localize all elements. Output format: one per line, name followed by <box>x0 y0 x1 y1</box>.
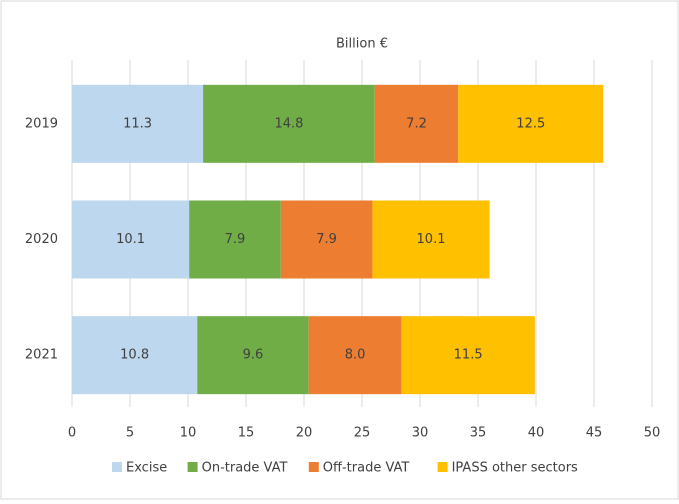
bar-segment <box>197 316 309 395</box>
legend-swatch <box>112 462 122 472</box>
y-tick-label: 2020 <box>25 232 58 247</box>
bar-segment <box>72 316 198 395</box>
x-tick-label: 15 <box>238 426 255 441</box>
data-label: 8.0 <box>345 348 366 363</box>
legend-label: On-trade VAT <box>202 461 288 476</box>
legend-swatch <box>437 462 448 472</box>
bar-segment <box>72 200 190 279</box>
x-tick-label: 10 <box>180 426 197 441</box>
chart-title: Billion € <box>336 37 388 52</box>
x-tick-label: 25 <box>354 426 371 441</box>
x-tick-label: 5 <box>126 426 134 441</box>
data-label: 12.5 <box>516 116 545 131</box>
x-tick-label: 50 <box>644 426 661 441</box>
x-tick-label: 20 <box>296 426 313 441</box>
x-tick-label: 0 <box>68 426 76 441</box>
legend-label: IPASS other sectors <box>452 461 578 476</box>
x-tick-label: 45 <box>586 426 603 441</box>
data-label: 14.8 <box>274 116 303 131</box>
data-label: 10.1 <box>116 232 145 247</box>
data-label: 7.9 <box>225 232 246 247</box>
bar-segment <box>401 316 535 395</box>
bar-segment <box>280 200 373 279</box>
y-tick-label: 2019 <box>25 116 58 131</box>
legend-swatch <box>308 462 319 472</box>
data-label: 9.6 <box>243 348 264 363</box>
y-tick-label: 2021 <box>25 348 58 363</box>
legend-label: Off-trade VAT <box>323 461 410 476</box>
data-label: 7.9 <box>316 232 337 247</box>
bar-segment <box>372 200 490 279</box>
bar-segment <box>374 84 459 163</box>
legend-label: Excise <box>126 461 167 476</box>
data-label: 10.1 <box>417 232 446 247</box>
data-label: 11.3 <box>123 116 152 131</box>
data-label: 10.8 <box>120 348 149 363</box>
bar-segment <box>189 200 281 279</box>
data-label: 7.2 <box>406 116 427 131</box>
data-label: 11.5 <box>454 348 483 363</box>
legend-swatch <box>187 462 198 472</box>
bar-segment <box>458 84 604 163</box>
x-tick-label: 40 <box>528 426 545 441</box>
bar-segment <box>72 84 204 163</box>
bar-segment <box>203 84 375 163</box>
x-tick-label: 30 <box>412 426 429 441</box>
x-tick-label: 35 <box>470 426 487 441</box>
bar-segment <box>308 316 402 395</box>
